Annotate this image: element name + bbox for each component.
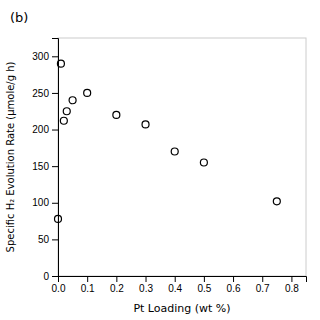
tick-mark bbox=[52, 166, 58, 167]
x-axis-title: Pt Loading (wt %) bbox=[133, 302, 230, 315]
point bbox=[55, 215, 62, 222]
tick: 0.7 bbox=[256, 276, 270, 294]
tick: 200 bbox=[32, 124, 58, 135]
y-axis-title: Specific H₂ Evolution Rate (μmole/g h) bbox=[5, 61, 16, 252]
point bbox=[113, 111, 120, 118]
tick: 250 bbox=[32, 88, 58, 99]
tick-mark bbox=[146, 276, 147, 282]
axis-line bbox=[52, 39, 59, 277]
tick-label: 200 bbox=[32, 124, 49, 135]
chart: 0.0 0.1 0.2 0.3 0.4 0.5 0.6 0.7 0.8 0 50 100 150 200 2… bbox=[0, 0, 320, 320]
annotation: (b) bbox=[10, 10, 28, 25]
tick-mark bbox=[52, 130, 58, 131]
tick-mark bbox=[52, 56, 58, 57]
tick-label: 0.6 bbox=[227, 283, 241, 294]
point bbox=[273, 198, 280, 205]
tick-label: 0.7 bbox=[256, 283, 270, 294]
tick-mark bbox=[291, 276, 292, 282]
tick-mark bbox=[87, 276, 88, 282]
tick-mark bbox=[233, 276, 234, 282]
tick-label: 0.0 bbox=[52, 283, 66, 294]
tick-label: 0.4 bbox=[168, 283, 182, 294]
tick-label: 0.1 bbox=[81, 283, 95, 294]
tick: 0.8 bbox=[285, 276, 299, 294]
point bbox=[200, 159, 207, 166]
tick: 150 bbox=[32, 161, 58, 172]
tick-label: 0.5 bbox=[197, 283, 211, 294]
tick-label: 150 bbox=[32, 161, 49, 172]
tick-label: 0.2 bbox=[110, 283, 124, 294]
tick-mark bbox=[52, 203, 58, 204]
tick: 300 bbox=[32, 51, 58, 62]
tick-label: 50 bbox=[38, 234, 50, 245]
tick-mark bbox=[52, 239, 58, 240]
tick-mark bbox=[175, 276, 176, 282]
tick-label: 0 bbox=[43, 271, 49, 282]
tick-mark bbox=[262, 276, 263, 282]
tick-label: 0.8 bbox=[285, 283, 299, 294]
tick: 0.4 bbox=[168, 276, 182, 294]
point bbox=[84, 89, 91, 96]
point bbox=[63, 108, 70, 115]
tick-mark bbox=[116, 276, 117, 282]
tick-mark bbox=[52, 93, 58, 94]
plot-frame bbox=[58, 38, 306, 276]
tick-label: 0.3 bbox=[139, 283, 153, 294]
plot: 0.0 0.1 0.2 0.3 0.4 0.5 0.6 0.7 0.8 0 50 100 150 200 2… bbox=[32, 38, 306, 294]
tick: 100 bbox=[32, 197, 58, 208]
tick-label: 300 bbox=[32, 51, 49, 62]
points bbox=[55, 60, 281, 222]
tick-label: 100 bbox=[32, 197, 49, 208]
x-axis: 0.0 0.1 0.2 0.3 0.4 0.5 0.6 0.7 0.8 bbox=[52, 276, 307, 294]
tick: 0.6 bbox=[227, 276, 241, 294]
tick: 50 bbox=[38, 234, 58, 245]
tick-label: 250 bbox=[32, 88, 49, 99]
tick-mark bbox=[204, 276, 205, 282]
tick: 0.0 bbox=[52, 276, 66, 294]
point bbox=[69, 97, 76, 104]
axis-line bbox=[59, 277, 307, 283]
tick: 0.5 bbox=[197, 276, 211, 294]
point bbox=[142, 121, 149, 128]
y-axis: 0 50 100 150 200 250 300 bbox=[32, 39, 58, 282]
tick: 0.3 bbox=[139, 276, 153, 294]
point bbox=[171, 148, 178, 155]
point bbox=[60, 117, 67, 124]
point bbox=[57, 60, 64, 67]
tick: 0.2 bbox=[110, 276, 124, 294]
tick: 0 bbox=[43, 271, 58, 282]
tick-mark bbox=[52, 276, 58, 277]
tick: 0.1 bbox=[81, 276, 95, 294]
